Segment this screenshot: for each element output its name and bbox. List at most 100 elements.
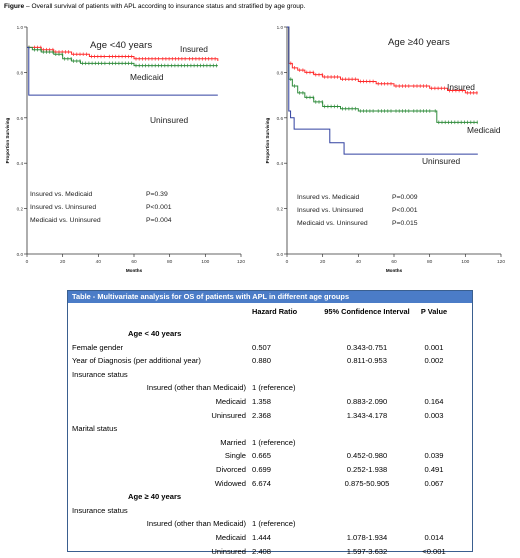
table-cell-p-value: 0.002	[412, 356, 456, 365]
y-axis-label: Proportion Surviving	[265, 117, 270, 163]
table-row: Insured (other than Medicaid)1 (referenc…	[68, 517, 472, 531]
table-row: Marital status	[68, 422, 472, 436]
chart-title: Age ≥40 years	[388, 37, 450, 48]
table-cell-p-value: 0.039	[412, 451, 456, 460]
series-label-medicaid: Medicaid	[130, 72, 164, 82]
table-row: Year of Diagnosis (per additional year) 0…	[68, 354, 472, 368]
table-cell-hazard-ratio: 0.507	[252, 343, 271, 352]
table-cell-p-value: <0.001	[412, 547, 456, 556]
x-tick-label: 80	[427, 259, 433, 265]
table-row: Insurance status	[68, 368, 472, 382]
annotation-label: Medicaid vs. Uninsured	[297, 220, 368, 227]
annotation-p-value: P<0.001	[146, 204, 172, 211]
y-tick-label: 1.0	[17, 25, 24, 30]
table-cell-label: Age < 40 years	[128, 329, 181, 338]
table-cell-hazard-ratio: 0.880	[252, 356, 271, 365]
x-tick-label: 100	[201, 259, 209, 265]
x-tick-label: 60	[131, 259, 137, 265]
annotation-p-value: P=0.39	[146, 191, 168, 198]
table-cell-p-value: 0.014	[412, 533, 456, 542]
table-cell-p-value: 0.003	[412, 411, 456, 420]
annotation-p-value: P=0.009	[392, 194, 418, 201]
table-cell-hazard-ratio: 0.699	[252, 465, 271, 474]
x-tick-label: 60	[391, 259, 397, 265]
table-cell-label: Uninsured	[211, 411, 246, 420]
annotation-label: Insured vs. Medicaid	[297, 194, 360, 201]
y-axis-label: Proportion Surviving	[5, 117, 10, 163]
table-cell-p-value: 0.491	[412, 465, 456, 474]
table-cell-label: Year of Diagnosis (per additional year)	[72, 356, 201, 365]
chart-title: Age <40 years	[90, 40, 152, 51]
annotation-p-value: P<0.001	[392, 207, 418, 214]
series-label-insured: Insured	[447, 82, 475, 92]
table-cell-confidence-interval: 0.252-1.938	[324, 465, 410, 474]
table-row: Insurance status	[68, 504, 472, 518]
x-tick-label: 100	[461, 259, 469, 265]
table-cell-hazard-ratio: 6.674	[252, 479, 271, 488]
annotation-label: Medicaid vs. Uninsured	[30, 217, 101, 224]
table-cell-hazard-ratio: 1.444	[252, 533, 271, 542]
x-tick-label: 0	[286, 259, 289, 265]
table-title: Table - Multivariate analysis for OS of …	[68, 291, 472, 303]
series-label-insured: Insured	[180, 44, 208, 54]
table-cell-confidence-interval: 0.811-0.953	[324, 356, 410, 365]
y-tick-label: 0.6	[277, 116, 284, 121]
table-cell-p-value: 0.164	[412, 397, 456, 406]
table-cell-label: Single	[225, 451, 246, 460]
table-cell-label: Insurance status	[72, 370, 128, 379]
series-label-uninsured: Uninsured	[150, 115, 189, 125]
table-header-confidence-interval: 95% Confidence Interval	[324, 307, 410, 316]
table-header-row: Hazard Ratio 95% Confidence Interval P V…	[68, 303, 472, 327]
table-cell-label: Divorced	[216, 465, 246, 474]
figure-caption-text: – Overall survival of patients with APL …	[24, 3, 305, 10]
x-tick-label: 120	[497, 259, 505, 265]
y-tick-label: 0.2	[277, 207, 284, 212]
x-tick-label: 80	[167, 259, 173, 265]
table-cell-label: Widowed	[215, 479, 246, 488]
y-tick-label: 0.4	[17, 161, 24, 166]
y-tick-label: 0.6	[17, 116, 24, 121]
table-cell-hazard-ratio: 1 (reference)	[252, 383, 295, 392]
x-tick-label: 20	[60, 259, 66, 265]
table-cell-label: Medicaid	[216, 397, 246, 406]
annotation-p-value: P=0.015	[392, 220, 418, 227]
y-tick-label: 0.8	[17, 70, 24, 75]
table-cell-hazard-ratio: 1 (reference)	[252, 519, 295, 528]
table-row: Insured (other than Medicaid) 1 (referenc…	[68, 381, 472, 395]
table-cell-confidence-interval: 1.078-1.934	[324, 533, 410, 542]
x-axis-label: Months	[126, 268, 143, 273]
table-cell-p-value: 0.001	[412, 343, 456, 352]
x-tick-label: 40	[356, 259, 362, 265]
table-cell-p-value: 0.067	[412, 479, 456, 488]
table-header-p-value: P Value	[412, 307, 456, 316]
annotation-label: Insured vs. Uninsured	[297, 207, 363, 214]
annotation-label: Insured vs. Uninsured	[30, 204, 96, 211]
table-cell-hazard-ratio: 0.665	[252, 451, 271, 460]
table-cell-label: Medicaid	[216, 533, 246, 542]
series-label-medicaid: Medicaid	[467, 125, 501, 135]
table-cell-label: Insured (other than Medicaid)	[147, 383, 246, 392]
x-tick-label: 20	[320, 259, 326, 265]
annotation-p-value: P=0.004	[146, 217, 172, 224]
annotation-label: Insured vs. Medicaid	[30, 191, 93, 198]
table-cell-label: Marital status	[72, 424, 117, 433]
table-header-hazard-ratio: Hazard Ratio	[252, 307, 297, 316]
table-cell-confidence-interval: 0.883-2.090	[324, 397, 410, 406]
table-cell-confidence-interval: 1.343-4.178	[324, 411, 410, 420]
table-cell-hazard-ratio: 2.368	[252, 411, 271, 420]
series-label-uninsured: Uninsured	[422, 156, 461, 166]
table-cell-label: Uninsured	[211, 547, 246, 556]
x-tick-label: 120	[237, 259, 245, 265]
figure-caption-label: Figure	[4, 3, 24, 10]
